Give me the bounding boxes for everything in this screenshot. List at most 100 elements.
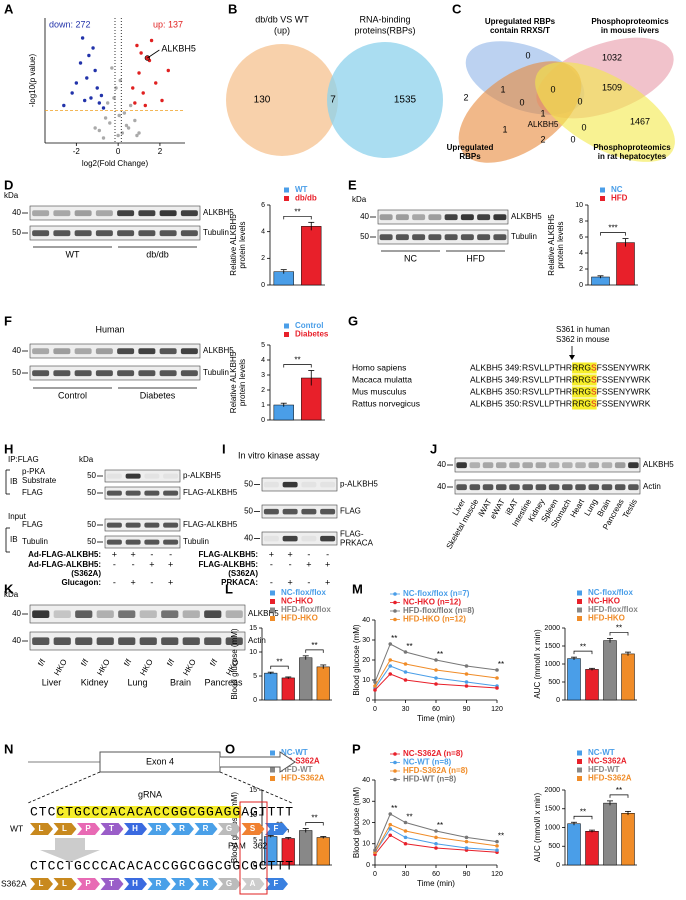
point	[74, 81, 79, 85]
highlight	[590, 386, 597, 398]
sequence-segment: FSSENYWRK	[597, 398, 651, 408]
amino-acid-label: T	[109, 824, 114, 833]
amino-acid-label: F	[274, 879, 279, 888]
sig-label: **	[437, 821, 443, 830]
legend-label: NC-S362A	[588, 757, 627, 766]
blot-strip	[104, 518, 181, 532]
tissue-label: Liver	[42, 677, 62, 687]
y-tick-label: 0	[366, 697, 370, 704]
amino-acid	[77, 823, 100, 835]
condition-sign: +	[149, 559, 154, 569]
blot-band	[575, 484, 586, 491]
blot-strip	[29, 225, 201, 241]
site-note: S361 in human	[556, 325, 610, 334]
y-tick-label: 3	[261, 372, 265, 379]
series-point	[403, 835, 408, 840]
y-tick-label: 6	[261, 202, 265, 209]
amino-acid-label: S	[250, 824, 256, 833]
bar	[264, 672, 278, 701]
venn-count: 2	[463, 92, 468, 102]
point	[122, 111, 127, 115]
y-tick-label: 2000	[544, 625, 560, 632]
marker-label: 50	[244, 507, 253, 516]
sequence-segment: S	[591, 362, 597, 372]
blot-band	[125, 490, 141, 496]
grna-highlight	[56, 806, 242, 818]
series-point	[464, 680, 469, 684]
condition-sign: -	[307, 577, 310, 587]
bar	[567, 823, 581, 866]
y-axis-label: protein levels	[238, 221, 247, 268]
band-label: FLAG-ALKBH5	[183, 520, 238, 529]
y-tick-label: 30	[362, 637, 370, 644]
band-label: ALKBH5	[643, 460, 674, 469]
highlight	[590, 398, 597, 410]
lane-label: HKO	[52, 658, 68, 678]
group-label: HFD	[466, 253, 485, 263]
band-label: ALKBH5	[203, 208, 234, 217]
ip-label: IP:FLAG	[8, 455, 39, 464]
legend-label: HFD-S362A	[281, 774, 325, 783]
panel-label: G	[348, 313, 358, 328]
series-point	[464, 672, 469, 676]
blot-band	[282, 535, 298, 542]
series-point	[464, 839, 469, 844]
y-tick-label: 1	[261, 402, 265, 409]
kda-label: kDa	[79, 455, 94, 464]
antibody-label: Tubulin	[22, 537, 48, 546]
species-label: Homo sapiens	[352, 362, 406, 372]
amino-acid-label: F	[274, 824, 279, 833]
legend-label: HFD-S362A (n=8)	[403, 766, 468, 775]
amino-acid-label: L	[62, 879, 67, 888]
species-label: Macaca mulatta	[352, 374, 412, 384]
legend-marker	[600, 187, 605, 193]
legend-marker	[577, 759, 582, 764]
condition-label: Ad-FLAG-ALKBH5:	[28, 560, 101, 569]
blot-band	[125, 473, 141, 479]
blot-band	[144, 473, 160, 479]
condition-label: Ad-FLAG-ALKBH5:	[28, 550, 101, 559]
blot-strip	[104, 486, 181, 500]
legend-marker	[270, 616, 275, 621]
blot-band	[456, 462, 467, 469]
series-point	[495, 686, 499, 690]
legend-marker	[600, 196, 605, 201]
marker-label: 40	[12, 208, 21, 217]
point	[110, 66, 114, 70]
legend-label: NC-HKO (n=12)	[403, 598, 461, 607]
blot-band	[535, 484, 547, 491]
panel-label: B	[228, 1, 237, 16]
blot-band	[180, 210, 198, 217]
blot-band	[74, 210, 92, 217]
legend-label: HFD-HKO (n=12)	[403, 615, 466, 624]
dna-sequence: CTCCTGCCCACACACCGGCGGCGGCGCTTT	[30, 858, 294, 873]
y-tick-label: 10	[249, 649, 257, 656]
amino-acid	[265, 823, 288, 835]
y-axis-label: Blood glucose (mM)	[352, 787, 361, 858]
blot-band	[320, 508, 336, 515]
blot-band	[522, 484, 533, 491]
blot-band	[628, 462, 639, 469]
series-point	[495, 676, 499, 680]
sig-bracket	[573, 650, 593, 655]
protein-label: ALKBH5 350:	[470, 386, 522, 396]
amino-acid	[241, 823, 265, 835]
band-label: ALKBH5	[203, 346, 234, 355]
legend-label: Control	[295, 321, 323, 330]
blot-band	[509, 462, 520, 469]
input-label: Input	[8, 512, 27, 521]
legend-marker	[577, 776, 582, 781]
marker-label: 40	[360, 212, 369, 221]
blot-band	[562, 462, 573, 469]
marker-label: 50	[87, 471, 96, 480]
panel-label: H	[4, 441, 13, 456]
group-label: NC	[404, 253, 417, 263]
blot-band	[601, 462, 613, 469]
amino-acid-label: R	[203, 879, 209, 888]
amino-acid	[77, 878, 100, 890]
legend-marker	[270, 590, 275, 596]
bar	[316, 837, 330, 866]
series-point	[388, 822, 393, 827]
amino-acid	[100, 878, 124, 890]
blot-band	[75, 610, 93, 618]
